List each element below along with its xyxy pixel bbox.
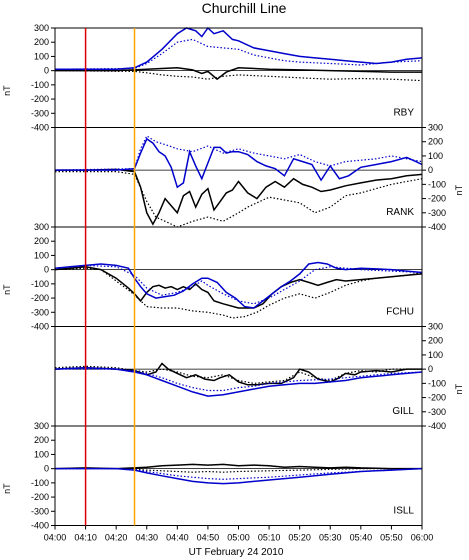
series-black-solid: [54, 266, 423, 309]
y-tick-label: -100: [31, 279, 49, 289]
x-tick-label: 04:50: [197, 533, 220, 543]
y-tick-label: 0: [428, 165, 433, 175]
panel-rank: 300 200 100 0 -100 -200 -300 -400 nT RANK: [54, 123, 464, 232]
y-tick-label: -200: [31, 94, 49, 104]
panel-gill: 300 200 100 0 -100 -200 -300 -400 nT GILL: [54, 322, 464, 431]
series-black-dotted: [54, 267, 423, 319]
y-tick-label: 200: [428, 137, 443, 147]
y-tick-label: -100: [31, 80, 49, 90]
series-blue-dotted: [55, 468, 423, 480]
y-tick-label: -400: [31, 123, 49, 133]
series-blue-dotted: [54, 38, 423, 70]
unit-label: nT: [2, 284, 12, 295]
x-tick-label: 04:10: [74, 533, 97, 543]
y-tick-label: 200: [34, 435, 49, 445]
y-tick-label: -400: [428, 421, 446, 431]
y-tick-label: -100: [428, 378, 446, 388]
unit-label: nT: [454, 184, 464, 195]
x-tick-label: 05:40: [350, 533, 373, 543]
x-tick-label: 06:00: [411, 533, 434, 543]
y-tick-label: -200: [31, 293, 49, 303]
panel-frame: [54, 425, 423, 526]
y-tick-label: 0: [44, 464, 49, 474]
y-tick-label: 100: [34, 51, 49, 61]
x-tick-label: 05:00: [227, 533, 250, 543]
station-label: RANK: [386, 207, 414, 218]
y-tick-label: 300: [34, 421, 49, 431]
x-axis-label: UT February 24 2010: [189, 547, 284, 558]
y-tick-label: 100: [428, 151, 443, 161]
event-markers: [84, 28, 136, 526]
x-tick-label: 05:10: [258, 533, 281, 543]
series-black-dotted: [55, 171, 423, 228]
y-tick-label: 100: [34, 449, 49, 459]
y-tick-label: -300: [31, 108, 49, 118]
y-tick-label: -200: [31, 492, 49, 502]
station-label: ISLL: [393, 506, 414, 517]
y-tick-label: 200: [34, 37, 49, 47]
panel-isll: 300 200 100 0 -100 -200 -300 -400 nT ISLL: [2, 421, 423, 531]
y-tick-label: 300: [34, 23, 49, 33]
panels-group: 300 200 100 0 -100 -200 -300 -400 nT RBY 300 200 100…: [2, 23, 464, 531]
panel-frame: [54, 27, 423, 128]
y-tick-label: -100: [31, 478, 49, 488]
series-blue-dotted: [55, 368, 423, 392]
x-tick-label: 04:30: [135, 533, 158, 543]
x-tick-label: 05:20: [288, 533, 311, 543]
panel-rby: 300 200 100 0 -100 -200 -300 -400 nT RBY: [2, 23, 423, 133]
y-tick-label: 0: [44, 265, 49, 275]
series-blue-solid: [55, 26, 423, 70]
unit-label: nT: [454, 383, 464, 394]
x-tick-label: 04:00: [44, 533, 67, 543]
y-tick-label: -300: [428, 407, 446, 417]
unit-label: nT: [2, 483, 12, 494]
x-tick-label: 05:30: [319, 533, 342, 543]
y-tick-label: -300: [428, 208, 446, 218]
series-black-dotted: [55, 468, 422, 473]
y-tick-label: 300: [428, 123, 443, 133]
series-blue-solid: [55, 137, 423, 189]
x-tick-label: 04:20: [105, 533, 128, 543]
station-label: FCHU: [386, 307, 414, 318]
y-tick-label: -200: [428, 393, 446, 403]
series-blue-solid: [54, 366, 423, 397]
y-tick-label: 100: [34, 250, 49, 260]
series-blue-dotted: [54, 264, 423, 305]
panel-frame: [54, 226, 423, 327]
y-tick-label: -400: [31, 322, 49, 332]
y-tick-label: -100: [428, 179, 446, 189]
station-label: GILL: [392, 406, 414, 417]
y-tick-label: -200: [428, 194, 446, 204]
x-tick-label: 05:50: [380, 533, 403, 543]
y-tick-label: -300: [31, 506, 49, 516]
series-black-dotted: [54, 70, 423, 82]
panel-fchu: 300 200 100 0 -100 -200 -300 -400 nT FCHU: [2, 222, 423, 332]
x-tick-label: 04:40: [166, 533, 189, 543]
panel-frame: [54, 127, 423, 228]
y-tick-label: -300: [31, 307, 49, 317]
series-black-solid: [55, 67, 422, 81]
series-black-solid: [54, 362, 422, 386]
series-blue-solid: [54, 261, 423, 309]
y-tick-label: 200: [34, 236, 49, 246]
y-tick-label: 0: [428, 364, 433, 374]
y-tick-label: 0: [44, 66, 49, 76]
y-tick-label: 200: [428, 336, 443, 346]
x-axis: 04:00 04:10 04:20 04:30 04:40 04:50 05:00 05:10…: [44, 525, 434, 543]
y-tick-label: 100: [428, 350, 443, 360]
series-blue-dotted: [54, 135, 423, 171]
series-blue-solid: [55, 467, 423, 485]
y-tick-label: 300: [34, 222, 49, 232]
chart-title: Churchill Line: [202, 0, 287, 16]
series-black-solid: [54, 463, 422, 470]
y-tick-label: -400: [31, 521, 49, 531]
series-black-solid: [55, 168, 423, 226]
y-tick-label: -400: [428, 222, 446, 232]
y-tick-label: 300: [428, 322, 443, 332]
unit-label: nT: [2, 85, 12, 96]
station-label: RBY: [393, 108, 414, 119]
